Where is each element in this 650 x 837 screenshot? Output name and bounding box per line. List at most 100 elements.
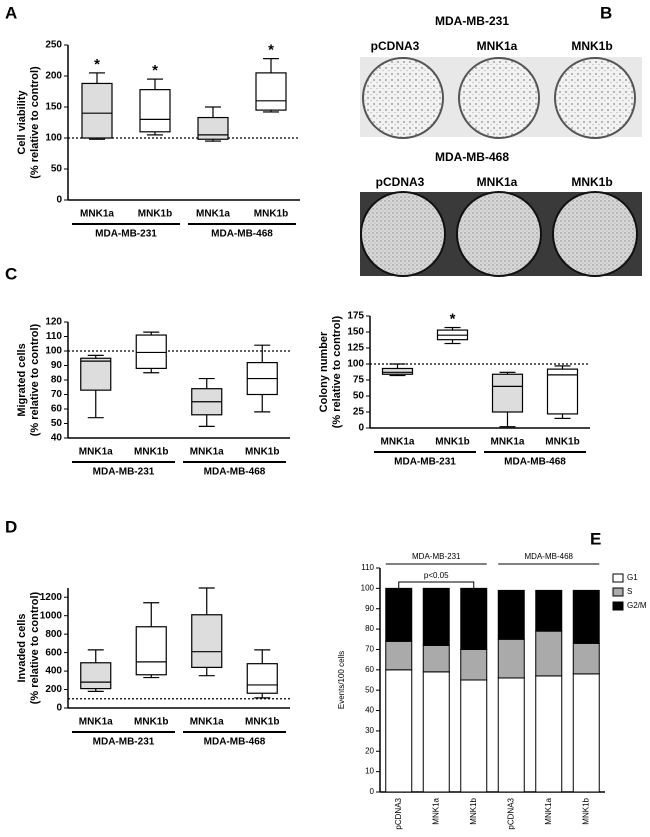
- y-tick-label: 40: [51, 433, 63, 444]
- bar-segment: [460, 679, 488, 793]
- group-label: MDA-MB-231: [93, 737, 155, 748]
- y-tick-label: 110: [361, 563, 374, 572]
- box: [135, 626, 167, 676]
- photo-label: MNK1a: [477, 39, 518, 53]
- y-tick-label: 90: [51, 360, 63, 371]
- y-tick-label: 1000: [40, 610, 63, 621]
- x-tick-label: MNK1b: [245, 447, 279, 458]
- x-tick-label: MNK1a: [190, 717, 224, 728]
- photo-label: pCDNA3: [371, 39, 420, 53]
- y-tick-label: 200: [45, 71, 62, 82]
- y-tick-label: 90: [365, 604, 374, 613]
- x-tick-label: pCDNA3: [394, 797, 403, 829]
- bar-segment: [460, 587, 488, 650]
- bar-segment: [497, 677, 525, 793]
- x-tick-label: MNK1a: [431, 797, 440, 824]
- x-tick-label: MNK1b: [134, 447, 168, 458]
- dish: [362, 57, 444, 139]
- group-label: MDA-MB-468: [525, 552, 574, 561]
- box: [139, 89, 171, 133]
- box: [191, 614, 223, 668]
- y-axis-label: Events/100 cells: [337, 651, 346, 709]
- box: [80, 662, 112, 690]
- bar-segment: [572, 589, 600, 644]
- y-tick-label: 25: [353, 407, 365, 418]
- significance-label: *: [94, 56, 100, 73]
- y-tick-label: 10: [365, 767, 374, 776]
- box: [246, 663, 278, 694]
- y-axis-label: (% relative to control): [29, 323, 41, 436]
- significance-bracket: [398, 581, 475, 588]
- y-tick-label: 120: [45, 317, 62, 328]
- box: [546, 368, 579, 415]
- y-tick-label: 150: [45, 102, 62, 113]
- y-tick-label: 75: [353, 375, 365, 386]
- y-axis-label: Migrated cells: [16, 343, 28, 416]
- x-tick-label: MNK1b: [545, 437, 579, 448]
- significance-label: *: [450, 310, 456, 327]
- legend-swatch: [612, 601, 624, 611]
- y-tick-label: 70: [51, 389, 63, 400]
- y-tick-label: 150: [347, 327, 364, 338]
- y-tick-label: 100: [347, 359, 364, 370]
- annotation: p<0.05: [424, 571, 449, 580]
- y-tick-label: 50: [353, 391, 365, 402]
- y-tick-label: 125: [347, 343, 364, 354]
- photo-panel: B MDA-MB-231 pCDNA3 MNK1a MNK1b MDA-MB-4…: [360, 3, 642, 277]
- y-axis-label: (% relative to control): [29, 66, 41, 179]
- dish: [456, 191, 542, 277]
- group-label: MDA-MB-231: [93, 467, 155, 478]
- y-tick-label: 70: [365, 645, 374, 654]
- y-tick-label: 0: [56, 195, 62, 206]
- y-tick-label: 1200: [40, 592, 63, 603]
- group-label: MDA-MB-468: [204, 737, 266, 748]
- y-tick-label: 600: [45, 647, 62, 658]
- legend-label: G1: [627, 573, 638, 582]
- box: [381, 367, 414, 375]
- y-axis-label: Colony number: [318, 331, 330, 412]
- dish: [554, 57, 636, 139]
- panel-letter: E: [590, 529, 601, 548]
- bar-segment: [422, 587, 450, 646]
- bar-segment: [422, 671, 450, 793]
- legend-swatch: [612, 573, 624, 583]
- bar-segment: [535, 589, 563, 632]
- bar-segment: [460, 648, 488, 681]
- group-label: MDA-MB-231: [95, 229, 157, 240]
- legend-label: G2/M: [627, 601, 647, 610]
- photo-label: pCDNA3: [376, 175, 425, 189]
- box: [255, 72, 287, 111]
- y-tick-label: 0: [56, 703, 62, 714]
- y-tick-label: 400: [45, 666, 62, 677]
- y-tick-label: 80: [365, 624, 374, 633]
- bar-segment: [385, 640, 413, 671]
- bar-segment: [497, 589, 525, 640]
- bar-segment: [422, 644, 450, 673]
- x-tick-label: MNK1a: [381, 437, 415, 448]
- y-axis-label: (% relative to control): [29, 591, 41, 704]
- x-tick-label: MNK1b: [138, 209, 172, 220]
- y-tick-label: 250: [45, 40, 62, 51]
- y-tick-label: 50: [51, 164, 63, 175]
- y-tick-label: 40: [365, 706, 374, 715]
- x-tick-label: pCDNA3: [506, 797, 515, 829]
- x-tick-label: MNK1b: [435, 437, 469, 448]
- x-tick-label: MNK1a: [190, 447, 224, 458]
- x-tick-label: MNK1a: [80, 209, 114, 220]
- panel-letter: A: [5, 3, 17, 22]
- y-tick-label: 200: [45, 684, 62, 695]
- y-tick-label: 30: [365, 726, 374, 735]
- bar-segment: [572, 673, 600, 793]
- bar-segment: [535, 675, 563, 793]
- panel-letter: B: [600, 3, 612, 22]
- photo-label: MNK1b: [571, 175, 612, 189]
- x-tick-label: MNK1b: [254, 209, 288, 220]
- group-label: MDA-MB-231: [394, 457, 456, 468]
- y-tick-label: 20: [365, 746, 374, 755]
- y-axis-label: (% relative to control): [331, 315, 343, 428]
- photo-label: MNK1a: [477, 175, 518, 189]
- group-label: MDA-MB-468: [204, 467, 266, 478]
- dish: [360, 191, 446, 277]
- y-tick-label: 100: [361, 583, 375, 592]
- x-tick-label: MNK1a: [544, 797, 553, 824]
